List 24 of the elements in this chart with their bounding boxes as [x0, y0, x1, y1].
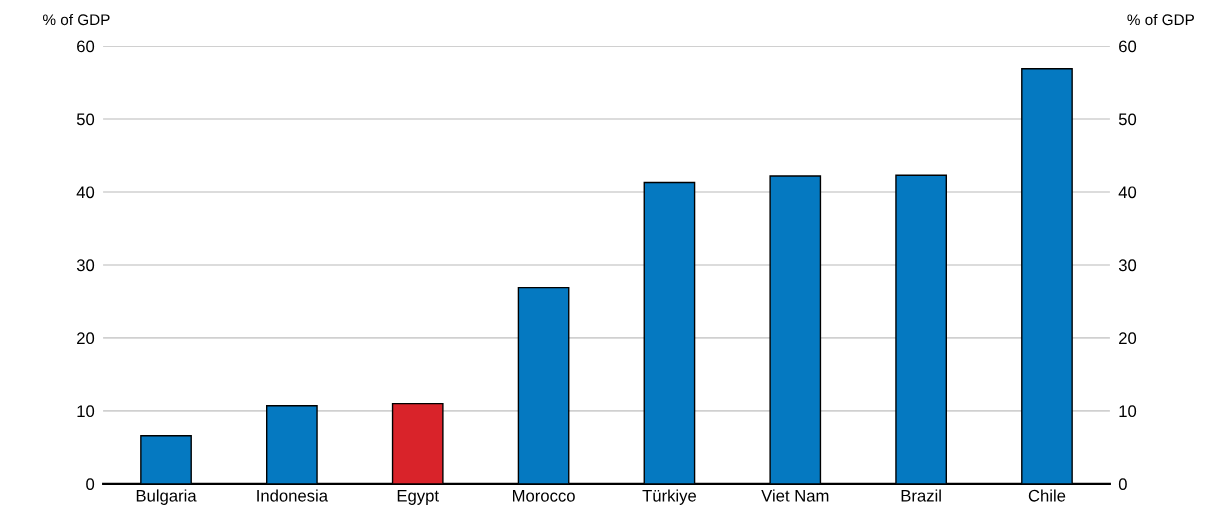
y-tick-label: 50: [76, 113, 95, 126]
y-axis-title: % of GDP: [43, 13, 110, 26]
y-tick-label: 10: [77, 405, 95, 418]
y2-tick-label: 10: [1119, 405, 1137, 418]
y2-tick-label: 50: [1118, 113, 1137, 126]
x-tick-label: Bulgaria: [136, 489, 197, 505]
y2-tick-label: 60: [1119, 40, 1137, 53]
x-tick-label: Brazil: [901, 489, 941, 502]
x-tick-label: Indonesia: [257, 489, 329, 502]
y-tick-label: 30: [76, 259, 95, 272]
y-tick-label: 20: [77, 332, 95, 345]
x-tick-label: Morocco: [512, 490, 575, 502]
y2-tick-label: 20: [1119, 332, 1137, 345]
y2-tick-label: 40: [1118, 186, 1137, 199]
x-tick-label: Viet Nam: [761, 489, 829, 502]
y2-axis-title: % of GDP: [1127, 13, 1194, 26]
y2-tick-label: 30: [1118, 259, 1137, 272]
x-tick-label: Egypt: [397, 490, 439, 505]
y-tick-label: 40: [76, 186, 95, 199]
y-tick-label: 60: [77, 40, 95, 53]
y-tick-label: 0: [86, 478, 95, 491]
y2-tick-label: 0: [1118, 478, 1127, 491]
x-tick-label: Türkiye: [642, 489, 696, 505]
x-tick-label: Chile: [1028, 489, 1066, 502]
